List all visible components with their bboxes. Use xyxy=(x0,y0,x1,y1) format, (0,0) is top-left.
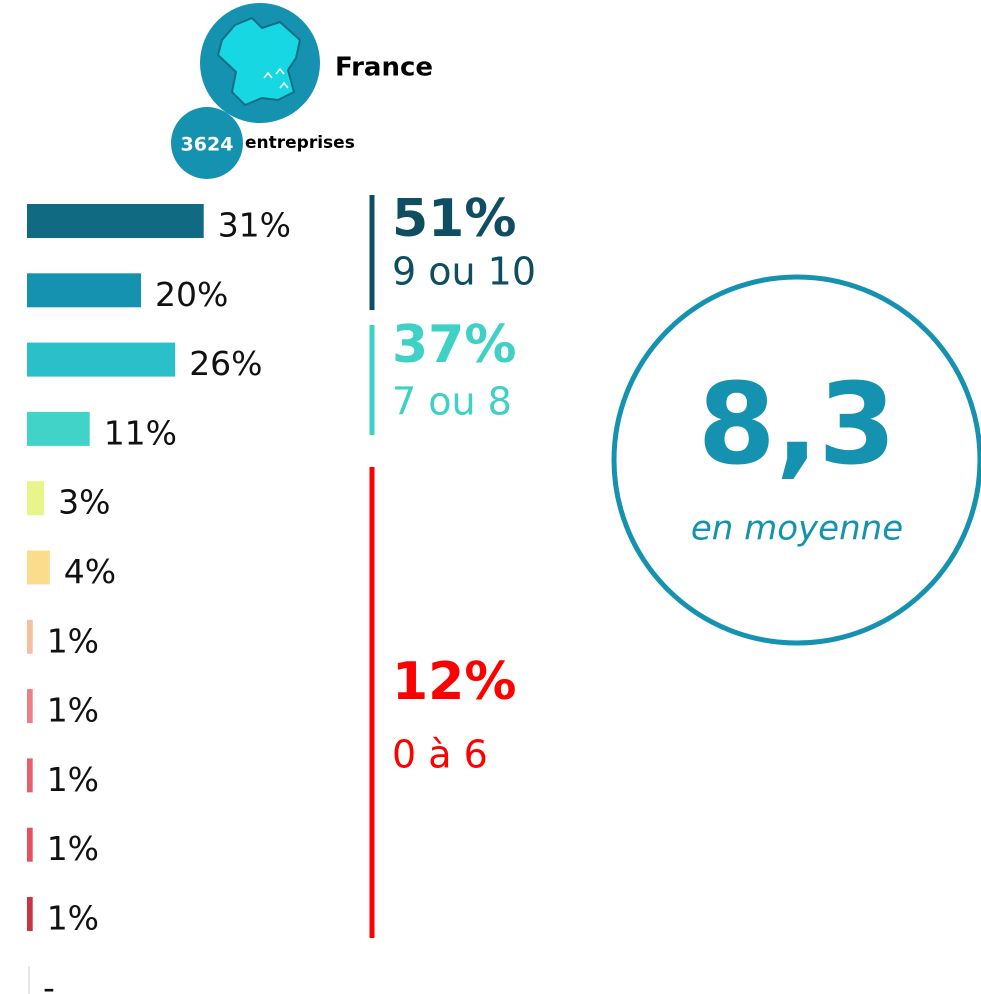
bar xyxy=(27,342,176,377)
bar xyxy=(27,619,33,654)
company-count: 3624 xyxy=(181,134,234,156)
average-value: 8,3 xyxy=(698,360,896,490)
bar-label: 1% xyxy=(47,621,99,660)
mountains xyxy=(263,67,289,89)
group-share: 12% xyxy=(392,652,516,712)
group-share: 51% xyxy=(392,189,516,249)
bar xyxy=(27,550,50,585)
france-map xyxy=(216,16,302,107)
bar xyxy=(27,204,204,238)
bar xyxy=(27,897,33,931)
bar xyxy=(27,827,33,862)
group-range: 9 ou 10 xyxy=(392,250,536,294)
bar-label: 3% xyxy=(58,483,110,522)
bar xyxy=(27,273,141,308)
bar xyxy=(27,689,33,724)
bar-label: 4% xyxy=(64,552,116,591)
average-label: en moyenne xyxy=(691,509,903,549)
count-badge xyxy=(171,107,243,179)
group-share: 37% xyxy=(392,315,516,375)
bar-label: 26% xyxy=(189,344,262,383)
group-range: 7 ou 8 xyxy=(392,380,512,424)
bar xyxy=(27,411,90,446)
average-ring xyxy=(611,274,981,646)
bar xyxy=(27,758,33,793)
bar-label: 1% xyxy=(47,760,99,799)
bar-label: 31% xyxy=(218,206,291,245)
bar-label: 1% xyxy=(47,899,99,938)
group-range: 0 à 6 xyxy=(392,733,488,777)
bar xyxy=(27,481,45,516)
region-title: France xyxy=(335,53,433,83)
bar-label: 20% xyxy=(155,275,228,314)
bar-label: 1% xyxy=(47,691,99,730)
bar-label: - xyxy=(43,968,55,994)
company-count-label: entreprises xyxy=(245,133,355,153)
bar-label: 1% xyxy=(47,829,99,868)
bar-label: 11% xyxy=(104,413,177,452)
header: France 3624 entreprises xyxy=(171,3,433,179)
